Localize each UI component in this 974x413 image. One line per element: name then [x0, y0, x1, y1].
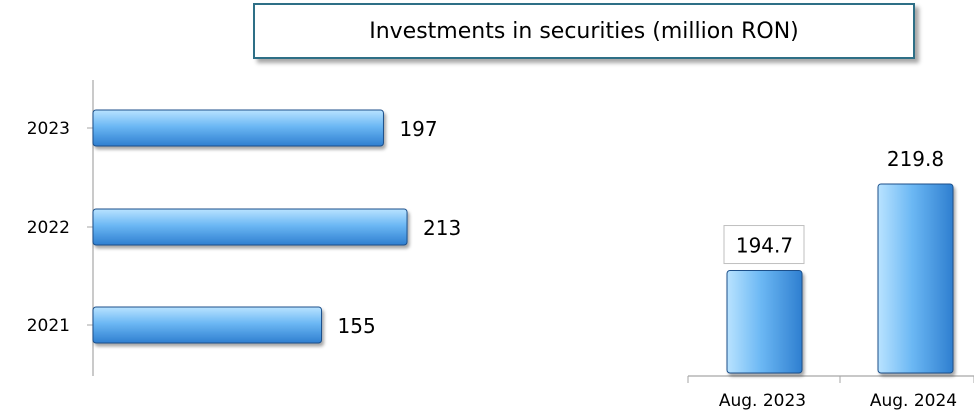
chart-title-box: Investments in securities (million RON) — [253, 3, 915, 59]
bar-2023 — [92, 109, 384, 147]
data-label-2023: 197 — [399, 117, 437, 141]
category-label-2023: 2023 — [27, 119, 70, 139]
column-aug-2024 — [877, 183, 954, 374]
horizontal-bar-chart: 2023 197 2022 213 2021 155 — [27, 80, 461, 376]
chart-title: Investments in securities (million RON) — [369, 18, 799, 44]
category-label-2022: 2022 — [27, 218, 70, 238]
vertical-bar-chart: 194.7 Aug. 2023 219.8 Aug. 2024 — [687, 147, 974, 411]
bar-2022 — [92, 208, 408, 246]
data-label-2021: 155 — [338, 314, 376, 338]
category-label-2021: 2021 — [27, 316, 70, 336]
column-aug-2023 — [726, 270, 803, 374]
data-label-2022: 213 — [423, 216, 461, 240]
category-label-aug-2023: Aug. 2023 — [719, 391, 806, 411]
data-label-aug-2023: 194.7 — [736, 234, 793, 258]
bar-2021 — [92, 306, 323, 344]
category-label-aug-2024: Aug. 2024 — [870, 391, 957, 411]
data-label-aug-2024: 219.8 — [887, 147, 944, 171]
data-label-box — [723, 225, 805, 265]
